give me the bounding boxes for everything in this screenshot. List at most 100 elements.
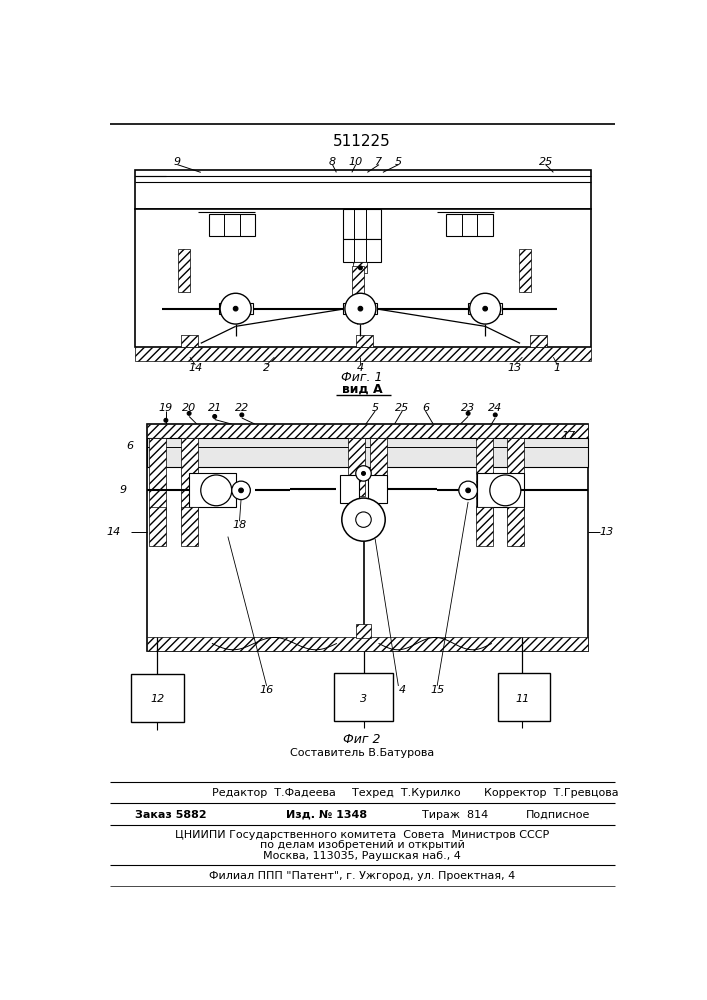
Bar	[476, 438, 493, 515]
Bar	[182, 507, 199, 546]
Circle shape	[469, 293, 501, 324]
Text: Фиг. 1: Фиг. 1	[341, 371, 382, 384]
Bar	[507, 507, 524, 546]
Text: 1: 1	[554, 363, 561, 373]
Bar	[182, 438, 199, 515]
Bar	[146, 438, 588, 467]
Text: 10: 10	[349, 157, 363, 167]
Bar	[352, 266, 364, 301]
Text: по делам изобретений и открытий: по делам изобретений и открытий	[259, 840, 464, 850]
Circle shape	[220, 293, 251, 324]
Bar	[177, 249, 190, 292]
Circle shape	[187, 411, 191, 415]
Bar	[518, 249, 531, 292]
Text: 24: 24	[488, 403, 503, 413]
Bar	[343, 209, 381, 239]
Text: 11: 11	[515, 694, 530, 704]
Text: 12: 12	[150, 694, 165, 704]
Text: 25: 25	[395, 403, 409, 413]
Text: 14: 14	[188, 363, 202, 373]
Text: вид А: вид А	[341, 383, 382, 396]
Bar	[245, 303, 252, 314]
Text: Редактор  Т.Фадеева: Редактор Т.Фадеева	[212, 788, 337, 798]
Bar	[356, 335, 373, 347]
Circle shape	[361, 472, 366, 475]
Text: 16: 16	[259, 685, 274, 695]
Circle shape	[232, 481, 250, 500]
Circle shape	[490, 475, 521, 506]
Circle shape	[466, 488, 470, 493]
Text: Техред  Т.Курилко: Техред Т.Курилко	[352, 788, 460, 798]
Circle shape	[345, 293, 376, 324]
Circle shape	[483, 306, 488, 311]
Text: 9: 9	[174, 157, 181, 167]
Circle shape	[164, 418, 168, 422]
Bar	[146, 424, 588, 651]
Bar	[135, 209, 590, 347]
Bar	[146, 637, 588, 651]
Text: 9: 9	[120, 485, 127, 495]
Text: 511225: 511225	[333, 134, 391, 149]
Bar	[446, 214, 493, 235]
Circle shape	[358, 306, 363, 311]
Circle shape	[201, 475, 232, 506]
Text: Корректор  Т.Гревцова: Корректор Т.Гревцова	[484, 788, 618, 798]
Bar	[149, 507, 166, 546]
Bar	[498, 673, 550, 721]
Text: 13: 13	[600, 527, 614, 537]
Text: 18: 18	[233, 520, 247, 530]
Text: 4: 4	[399, 685, 406, 695]
Bar	[507, 438, 524, 515]
Bar	[209, 214, 255, 235]
Text: 3: 3	[360, 694, 367, 704]
Bar	[135, 347, 590, 361]
Circle shape	[233, 306, 238, 311]
Text: 22: 22	[235, 403, 249, 413]
Bar	[340, 475, 359, 503]
Text: Заказ 5882: Заказ 5882	[135, 810, 206, 820]
Text: Изд. № 1348: Изд. № 1348	[286, 810, 367, 820]
Bar	[149, 438, 166, 515]
Circle shape	[213, 415, 216, 418]
Text: 13: 13	[508, 363, 522, 373]
Text: 23: 23	[461, 403, 475, 413]
Bar	[344, 303, 351, 314]
Text: 25: 25	[539, 157, 553, 167]
Bar	[477, 473, 524, 507]
Text: 4: 4	[357, 363, 364, 373]
Bar	[182, 335, 199, 347]
Bar	[356, 624, 371, 638]
Bar	[189, 473, 235, 507]
Bar	[354, 262, 368, 273]
Bar	[135, 170, 590, 209]
Bar	[218, 303, 226, 314]
Text: 6: 6	[127, 441, 134, 451]
Text: 15: 15	[430, 685, 444, 695]
Bar	[468, 303, 476, 314]
Text: Филиал ППП "Патент", г. Ужгород, ул. Проектная, 4: Филиал ППП "Патент", г. Ужгород, ул. Про…	[209, 871, 515, 881]
Text: 17: 17	[562, 431, 576, 441]
Circle shape	[493, 413, 497, 417]
Circle shape	[239, 488, 243, 493]
Text: Составитель В.Батурова: Составитель В.Батурова	[290, 748, 434, 758]
Circle shape	[356, 512, 371, 527]
Circle shape	[466, 411, 470, 415]
Text: 7: 7	[375, 157, 382, 167]
Text: 5: 5	[372, 403, 379, 413]
Text: ЦНИИПИ Государственного комитета  Совета  Министров СССР: ЦНИИПИ Государственного комитета Совета …	[175, 830, 549, 840]
Text: А: А	[363, 306, 371, 316]
Circle shape	[358, 266, 363, 270]
Bar	[131, 674, 184, 722]
Bar	[476, 507, 493, 546]
Text: 20: 20	[182, 403, 197, 413]
Circle shape	[240, 413, 244, 417]
Text: Москва, 113035, Раушская наб., 4: Москва, 113035, Раушская наб., 4	[263, 851, 461, 861]
Bar	[334, 673, 393, 721]
Text: Фиг 2: Фиг 2	[343, 733, 380, 746]
Bar	[368, 475, 387, 503]
Text: 19: 19	[159, 403, 173, 413]
Circle shape	[356, 466, 371, 481]
Text: 5: 5	[395, 157, 402, 167]
Bar	[494, 303, 502, 314]
Text: 8: 8	[329, 157, 336, 167]
